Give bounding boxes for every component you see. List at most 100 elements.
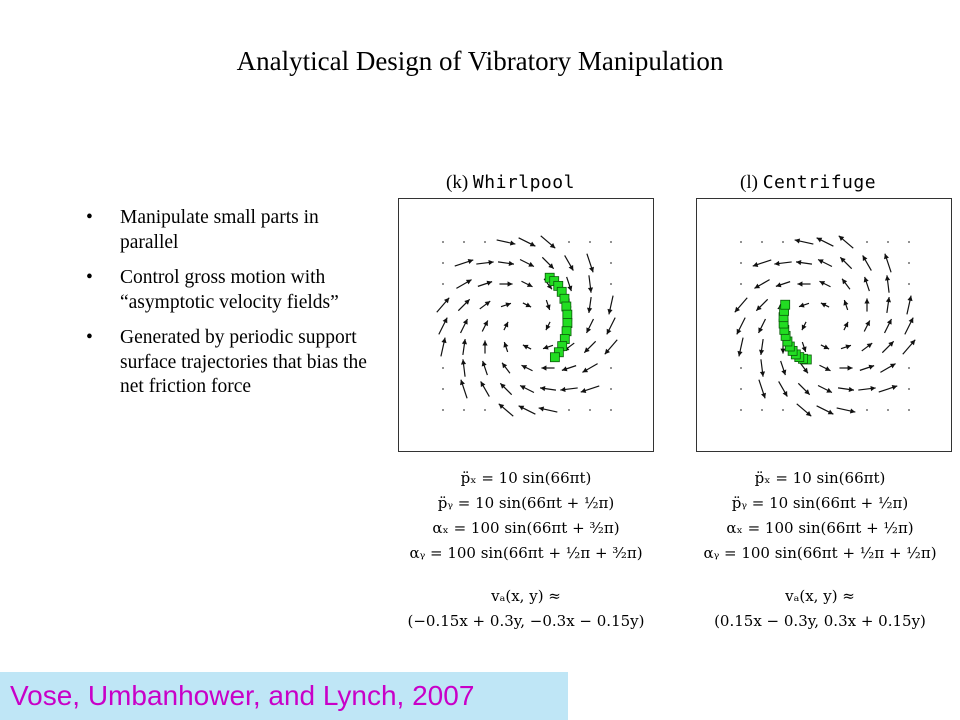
arrow-head [752,262,759,267]
grid-dot [740,409,742,411]
equation-line: p̈ₓ = 10 sin(66πt) [754,469,886,487]
arrow-head [866,343,873,349]
grid-dot [442,388,444,390]
bullet-item: • Manipulate small parts in parallel [86,206,376,255]
arrow-head [909,339,916,346]
arrow-head [907,295,913,302]
arrow-head [759,371,766,377]
field-label: vₐ(x, y) ≈ [785,587,855,605]
arrow-head [484,301,491,307]
arrow-head [540,385,546,392]
arrow-head [840,257,846,263]
bullet-dot: • [86,267,93,288]
arrow-head [443,297,450,304]
equation-line: αₓ = 100 sin(66πt + ³⁄₂π) [432,519,620,537]
centrifuge-field-plot [696,198,952,452]
part-square [561,301,572,312]
arrow-head [804,389,810,395]
arrow-head [488,259,494,266]
arrow-head [782,390,788,397]
arrow-head [868,364,875,370]
arrow-head [541,365,547,371]
arrow-head [525,302,532,308]
whirlpool-caption: (k) Whirlpool [446,172,575,194]
arrow-head [826,387,832,393]
grid-dot [740,367,742,369]
grid-dot [610,367,612,369]
arrow-head [467,259,474,264]
arrow-head [886,319,892,325]
arrow-head [522,344,529,350]
arrow-head [568,264,574,271]
grid-dot [568,409,570,411]
arrow-head [824,366,831,371]
grid-dot [463,409,465,411]
grid-dot [908,241,910,243]
arrow-head [520,385,526,391]
centrifuge-equations: p̈ₓ = 10 sin(66πt) p̈ᵧ = 10 sin(66πt + ½… [680,466,960,634]
grid-dot [761,241,763,243]
grid-dot [610,241,612,243]
arrow-head [561,366,568,372]
arrow-head [801,324,807,331]
arrow-head [801,346,807,352]
panel-label: (l) [740,172,758,193]
arrow-head [548,263,554,269]
centrifuge-vector-field [734,235,916,417]
grid-dot [761,409,763,411]
arrow-head [503,321,509,328]
grid-dot [740,283,742,285]
arrow-head [863,276,869,283]
arrow-head [502,362,508,369]
arrow-head [460,379,465,386]
grid-dot [610,388,612,390]
arrow-head [816,237,823,243]
bullet-dot: • [86,327,93,348]
arrow-head [543,344,549,350]
arrow-head [796,259,802,266]
arrow-head [462,319,468,325]
panel-name: Whirlpool [472,172,575,193]
grid-dot [442,241,444,243]
arrow-head [606,328,612,335]
equation-line: αᵧ = 100 sin(66πt + ½π + ½π) [703,544,937,562]
arrow-head [754,283,761,289]
grid-dot [887,409,889,411]
arrow-head [848,386,854,393]
arrow-head [847,365,853,371]
grid-dot [866,409,868,411]
grid-dot [610,283,612,285]
grid-dot [484,409,486,411]
arrow-head [736,328,742,335]
arrow-head [884,253,889,260]
arrow-head [486,280,493,286]
field-equation: (−0.15x + 0.3y, −0.3x − 0.15y) [407,612,645,630]
arrow-head [780,348,786,354]
whirlpool-equations: p̈ₓ = 10 sin(66πt) p̈ᵧ = 10 sin(66πt + ½… [386,466,666,634]
grid-dot [740,241,742,243]
grid-dot [610,262,612,264]
grid-dot [568,241,570,243]
grid-dot [908,367,910,369]
arrow-head [464,299,470,305]
arrow-head [465,279,472,285]
arrow-head [508,260,514,267]
arrow-head [758,327,764,333]
bullet-dot: • [86,207,93,228]
arrow-head [885,297,892,303]
arrow-head [526,282,533,287]
arrow-head [587,287,594,293]
arrow-head [528,261,534,267]
equation-line: αₓ = 100 sin(66πt + ½π) [726,519,914,537]
arrow-head [781,369,787,376]
arrow-head [567,285,573,292]
arrow-head [889,363,896,369]
bullet-text: Manipulate small parts in parallel [120,207,319,253]
arrow-head [518,405,525,411]
slide-title: Analytical Design of Vibratory Manipulat… [236,46,724,76]
arrow-head [734,306,741,313]
arrow-head [756,305,762,311]
arrow-head [480,381,486,388]
arrow-head [819,281,826,286]
arrow-head [604,348,611,355]
